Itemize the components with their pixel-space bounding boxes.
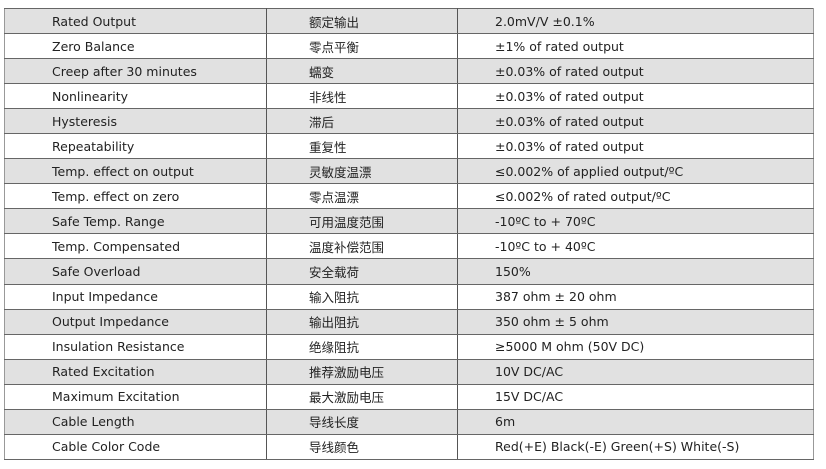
parameter-name: Cable Color Code [4, 433, 267, 460]
parameter-value: -10ºC to + 40ºC [457, 233, 814, 260]
parameter-value: ±1% of rated output [457, 33, 814, 60]
parameter-value: ≤0.002% of rated output/ºC [457, 183, 814, 210]
parameter-name-cn: 导线颜色 [266, 433, 458, 460]
parameter-value: ±0.03% of rated output [457, 58, 814, 85]
parameter-name-cn: 重复性 [266, 133, 458, 160]
table-row: Creep after 30 minutes 蠕变 ±0.03% of rated … [4, 58, 814, 85]
parameter-value: ≤0.002% of applied output/ºC [457, 158, 814, 185]
parameter-name-cn: 滞后 [266, 108, 458, 135]
parameter-value: ≥5000 M ohm (50V DC) [457, 333, 814, 360]
parameter-value: 10V DC/AC [457, 358, 814, 385]
table-row: Cable Length 导线长度 6m [4, 408, 814, 435]
parameter-name-cn: 温度补偿范围 [266, 233, 458, 260]
parameter-name: Hysteresis [4, 108, 267, 135]
table-row: Temp. effect on output 灵敏度温漂 ≤0.002% of ap… [4, 158, 814, 185]
spec-table: Rated Output 额定输出 2.0mV/V ±0.1% Zero Balanc… [4, 7, 814, 460]
parameter-name-cn: 非线性 [266, 83, 458, 110]
parameter-name: Input Impedance [4, 283, 267, 310]
parameter-name-cn: 安全载荷 [266, 258, 458, 285]
parameter-name-cn: 输入阻抗 [266, 283, 458, 310]
table-row: Temp. effect on zero 零点温漂 ≤0.002% of rated… [4, 183, 814, 210]
parameter-name-cn: 导线长度 [266, 408, 458, 435]
parameter-name: Repeatability [4, 133, 267, 160]
parameter-value: 15V DC/AC [457, 383, 814, 410]
parameter-name-cn: 绝缘阻抗 [266, 333, 458, 360]
parameter-name: Cable Length [4, 408, 267, 435]
table-row: Safe Overload 安全载荷 150% [4, 258, 814, 285]
parameter-name: Output Impedance [4, 308, 267, 335]
table-row: Safe Temp. Range 可用温度范围 -10ºC to + 70ºC [4, 208, 814, 235]
parameter-value: ±0.03% of rated output [457, 108, 814, 135]
table-row: Nonlinearity 非线性 ±0.03% of rated output [4, 83, 814, 110]
parameter-name: Temp. effect on output [4, 158, 267, 185]
parameter-value: Red(+E) Black(-E) Green(+S) White(-S) [457, 433, 814, 460]
parameter-name: Safe Overload [4, 258, 267, 285]
table-row: Cable Color Code 导线颜色 Red(+E) Black(-E) Gr… [4, 433, 814, 460]
parameter-name: Rated Output [4, 7, 267, 35]
parameter-name-cn: 零点平衡 [266, 33, 458, 60]
parameter-name: Nonlinearity [4, 83, 267, 110]
table-row: Insulation Resistance 绝缘阻抗 ≥5000 M ohm (50… [4, 333, 814, 360]
parameter-name-cn: 输出阻抗 [266, 308, 458, 335]
parameter-name: Rated Excitation [4, 358, 267, 385]
parameter-name-cn: 额定输出 [266, 7, 458, 35]
parameter-name: Maximum Excitation [4, 383, 267, 410]
parameter-name: Temp. Compensated [4, 233, 267, 260]
table-row: Input Impedance 输入阻抗 387 ohm ± 20 ohm [4, 283, 814, 310]
table-row: Rated Excitation 推荐激励电压 10V DC/AC [4, 358, 814, 385]
parameter-name: Zero Balance [4, 33, 267, 60]
table-row: Rated Output 额定输出 2.0mV/V ±0.1% [4, 7, 814, 35]
table-row: Zero Balance 零点平衡 ±1% of rated output [4, 33, 814, 60]
parameter-value: 350 ohm ± 5 ohm [457, 308, 814, 335]
parameter-value: 387 ohm ± 20 ohm [457, 283, 814, 310]
table-row: Repeatability 重复性 ±0.03% of rated output [4, 133, 814, 160]
parameter-name-cn: 推荐激励电压 [266, 358, 458, 385]
table-row: Temp. Compensated 温度补偿范围 -10ºC to + 40ºC [4, 233, 814, 260]
parameter-name-cn: 可用温度范围 [266, 208, 458, 235]
parameter-name: Insulation Resistance [4, 333, 267, 360]
parameter-value: 150% [457, 258, 814, 285]
parameter-value: 2.0mV/V ±0.1% [457, 7, 814, 35]
parameter-name-cn: 蠕变 [266, 58, 458, 85]
parameter-value: ±0.03% of rated output [457, 83, 814, 110]
parameter-value: 6m [457, 408, 814, 435]
parameter-name-cn: 灵敏度温漂 [266, 158, 458, 185]
parameter-value: -10ºC to + 70ºC [457, 208, 814, 235]
parameter-value: ±0.03% of rated output [457, 133, 814, 160]
parameter-name: Temp. effect on zero [4, 183, 267, 210]
table-row: Maximum Excitation 最大激励电压 15V DC/AC [4, 383, 814, 410]
parameter-name-cn: 最大激励电压 [266, 383, 458, 410]
table-row: Output Impedance 输出阻抗 350 ohm ± 5 ohm [4, 308, 814, 335]
parameter-name-cn: 零点温漂 [266, 183, 458, 210]
parameter-name: Safe Temp. Range [4, 208, 267, 235]
table-row: Hysteresis 滞后 ±0.03% of rated output [4, 108, 814, 135]
parameter-name: Creep after 30 minutes [4, 58, 267, 85]
